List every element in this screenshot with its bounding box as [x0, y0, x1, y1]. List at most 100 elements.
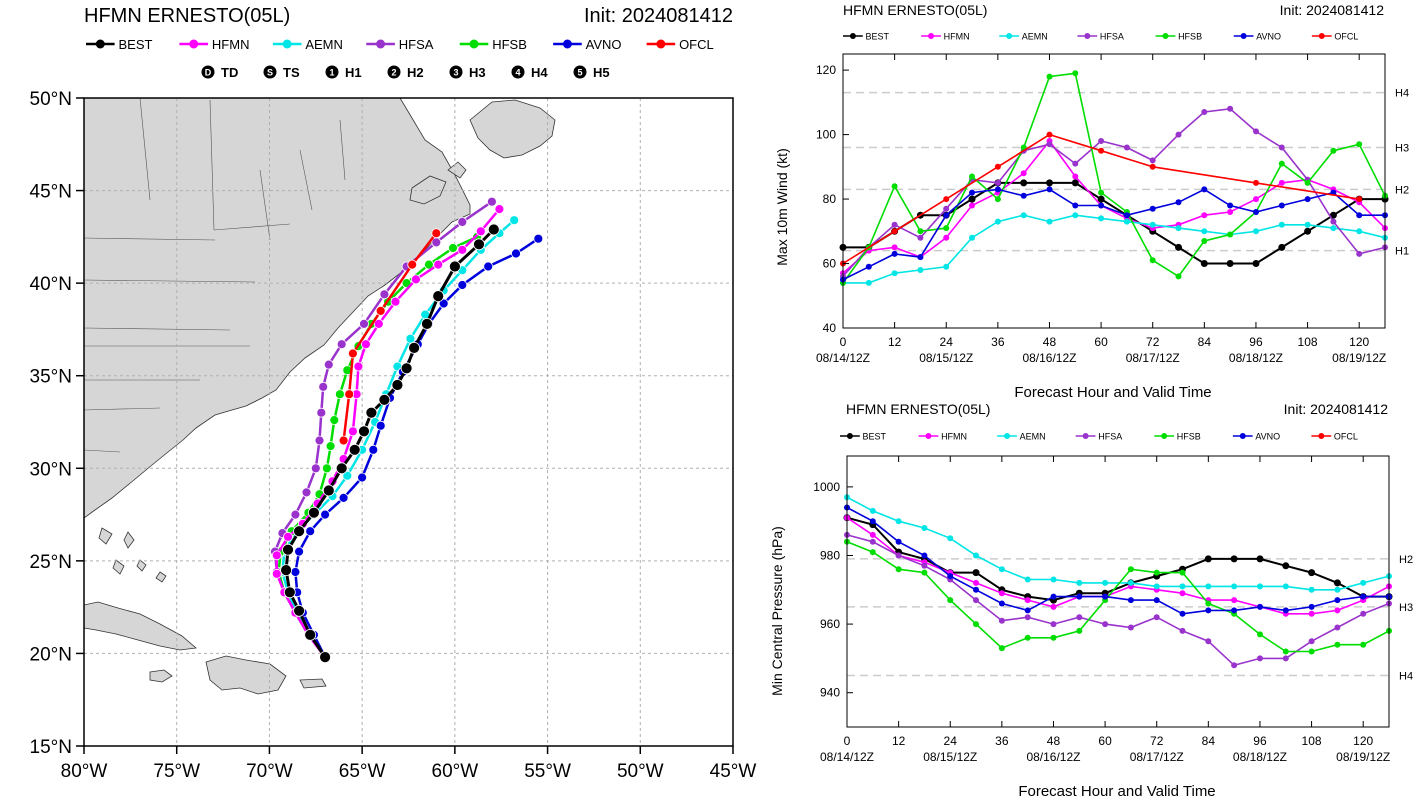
wind-point-hfmn-2 [891, 244, 898, 251]
wind-point-ofcl-7 [1253, 179, 1259, 186]
pressure-point-hfmn-8 [1050, 603, 1057, 610]
pressure-point-hfsa-16 [1257, 655, 1263, 662]
track-point-avno-5 [294, 546, 305, 557]
pressure-point-hfmn-6 [998, 590, 1005, 597]
wind-point-hfsa-20 [1356, 250, 1363, 257]
wind-legend-marker-avno [1240, 33, 1247, 39]
wind-init: Init: 2024081412 [1280, 2, 1385, 18]
wind-line-hfsa [842, 107, 1386, 277]
wind-xtick-label-48: 48 [1043, 335, 1057, 349]
wind-point-hfsa-14 [1201, 109, 1208, 115]
admin-border-7 [259, 169, 271, 241]
pressure-legend-marker-best [846, 433, 853, 439]
track-point-best-4 [280, 564, 293, 576]
intensity-symbol-h3 [449, 65, 463, 79]
track-point-best-3 [283, 586, 296, 599]
track-legend-label-best: BEST [119, 37, 153, 52]
track-point-hfsa-15 [359, 318, 369, 329]
land-bahamas-1 [112, 559, 125, 575]
admin-border-4 [139, 98, 151, 201]
wind-point-avno-11 [1123, 212, 1130, 219]
wind-date-label-72: 08/17/12Z [1126, 351, 1180, 365]
pressure-point-aemn-15 [1231, 583, 1238, 590]
wind-point-best-19 [1329, 211, 1337, 219]
map-grid [84, 98, 733, 746]
track-legend-label-aemn: AEMN [305, 37, 343, 52]
track-point-best-10 [348, 443, 361, 456]
pressure-panel: HFMN ERNESTO(05L) Init: 2024081412 BEST H… [769, 401, 1413, 800]
pressure-point-aemn-10 [1102, 579, 1109, 586]
pressure-point-hfsb-7 [1024, 634, 1031, 641]
pressure-point-avno-5 [973, 586, 979, 593]
intensity-label-h4: H4 [531, 65, 548, 80]
pressure-point-aemn-19 [1334, 586, 1341, 593]
track-point-hfmn-17 [410, 274, 421, 285]
pressure-point-best-16 [1256, 555, 1264, 563]
wind-point-hfmn-16 [1253, 196, 1259, 203]
pressure-point-aemn-4 [947, 535, 954, 542]
wind-xtick-label-96: 96 [1249, 335, 1263, 349]
wind-point-avno-15 [1227, 202, 1234, 209]
track-point-avno-10 [368, 444, 379, 455]
wind-point-best-5 [968, 195, 976, 203]
pressure-point-avno-2 [895, 538, 902, 545]
wind-point-hfsb-19 [1330, 147, 1337, 154]
pressure-point-avno-10 [1102, 593, 1109, 600]
wind-xtick-label-60: 60 [1094, 335, 1108, 349]
intensity-symbol-char-td: D [205, 68, 212, 78]
track-point-best-11 [358, 425, 370, 438]
track-point-hfsb-9 [321, 463, 332, 474]
pressure-point-avno-11 [1127, 597, 1134, 604]
pressure-point-hfsa-8 [1050, 621, 1057, 628]
track-point-avno-20 [533, 233, 544, 244]
wind-xtick-label-36: 36 [991, 335, 1005, 349]
wind-point-hfsa-9 [1072, 160, 1079, 167]
wind-ylabel: Max 10m Wind (kt) [774, 148, 790, 265]
wind-xtick-label-108: 108 [1298, 335, 1318, 349]
wind-point-hfsb-20 [1356, 141, 1363, 148]
pressure-point-hfsb-6 [998, 645, 1005, 652]
admin-border-11 [84, 449, 121, 453]
map-lat-label-7: 50°N [30, 89, 72, 110]
pressure-ylabel: Min Central Pressure (hPa) [769, 526, 785, 696]
wind-point-ofcl-3 [994, 163, 1001, 170]
wind-point-avno-4 [943, 212, 950, 219]
admin-border-10 [84, 407, 161, 411]
map-lon-label-7: 45°W [710, 761, 757, 782]
pressure-point-avno-7 [1024, 607, 1031, 614]
wind-point-avno-14 [1201, 186, 1208, 193]
admin-border-9 [339, 119, 346, 181]
wind-legend-marker-hfsb [1162, 33, 1169, 39]
pressure-point-avno-20 [1360, 593, 1367, 600]
wind-point-avno-5 [969, 189, 975, 196]
pressure-point-avno-4 [947, 573, 954, 580]
wind-legend-marker-hfsa [1084, 33, 1091, 39]
pressure-point-avno-9 [1076, 593, 1083, 600]
track-legend-marker-hfsb [469, 39, 479, 49]
pressure-legend-marker-hfsb [1161, 433, 1168, 439]
pressure-point-aemn-9 [1076, 579, 1083, 586]
intensity-label-h5: H5 [593, 65, 610, 80]
intensity-legend: D TD S TS 1 H1 2 H2 3 H3 4 H4 5 H5 [201, 65, 610, 80]
wind-legend: BEST HFMN AEMN HFSA HFSB AVNO OFCL [843, 31, 1358, 41]
admin-border-2 [84, 279, 256, 283]
track-point-hfsa-14 [336, 339, 347, 350]
wind-point-hfsb-14 [1201, 238, 1208, 244]
wind-point-avno-13 [1175, 199, 1182, 206]
land-newfoundland [469, 99, 556, 159]
pressure-point-avno-19 [1334, 597, 1341, 604]
pressure-point-avno-3 [921, 552, 928, 559]
wind-point-hfsa-19 [1330, 218, 1337, 225]
intensity-symbol-char-ts: S [267, 68, 273, 78]
wind-point-avno-12 [1149, 205, 1156, 212]
track-legend-marker-aemn [282, 39, 292, 49]
pressure-point-hfsb-1 [869, 549, 876, 556]
wind-point-hfsb-9 [1072, 70, 1079, 77]
pressure-line-hfsb [846, 541, 1390, 653]
pressure-point-hfmn-1 [869, 531, 876, 538]
pressure-xtick-label-96: 96 [1253, 734, 1267, 748]
wind-point-hfsa-11 [1123, 144, 1130, 151]
pressure-point-aemn-11 [1127, 579, 1134, 586]
track-init: Init: 2024081412 [584, 5, 733, 27]
track-point-ofcl-0 [338, 435, 349, 446]
